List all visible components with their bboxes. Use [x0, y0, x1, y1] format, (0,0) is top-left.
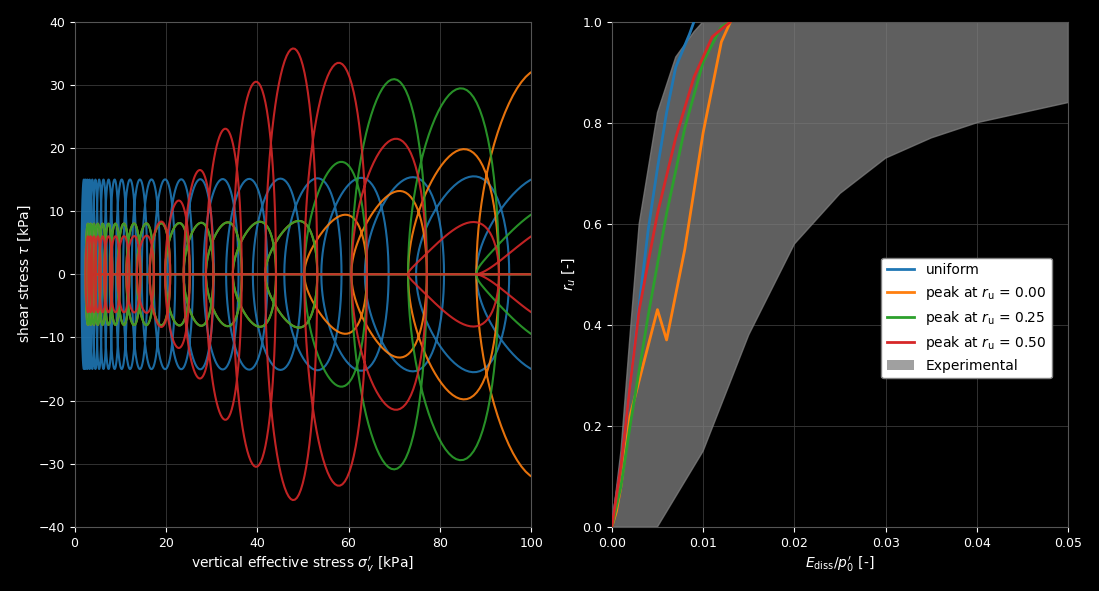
Legend: uniform, peak at $r_{\mathrm{u}}$ = 0.00, peak at $r_{\mathrm{u}}$ = 0.25, peak : uniform, peak at $r_{\mathrm{u}}$ = 0.00… — [881, 258, 1052, 378]
Y-axis label: $r_u$ [-]: $r_u$ [-] — [559, 258, 577, 291]
X-axis label: vertical effective stress $\sigma_v^{\prime}$ [kPa]: vertical effective stress $\sigma_v^{\pr… — [191, 555, 414, 574]
Polygon shape — [612, 22, 1068, 527]
X-axis label: $E_{\mathrm{diss}}/p_0^{\prime}$ [-]: $E_{\mathrm{diss}}/p_0^{\prime}$ [-] — [806, 555, 875, 574]
Y-axis label: shear stress $\tau$ [kPa]: shear stress $\tau$ [kPa] — [16, 205, 33, 343]
